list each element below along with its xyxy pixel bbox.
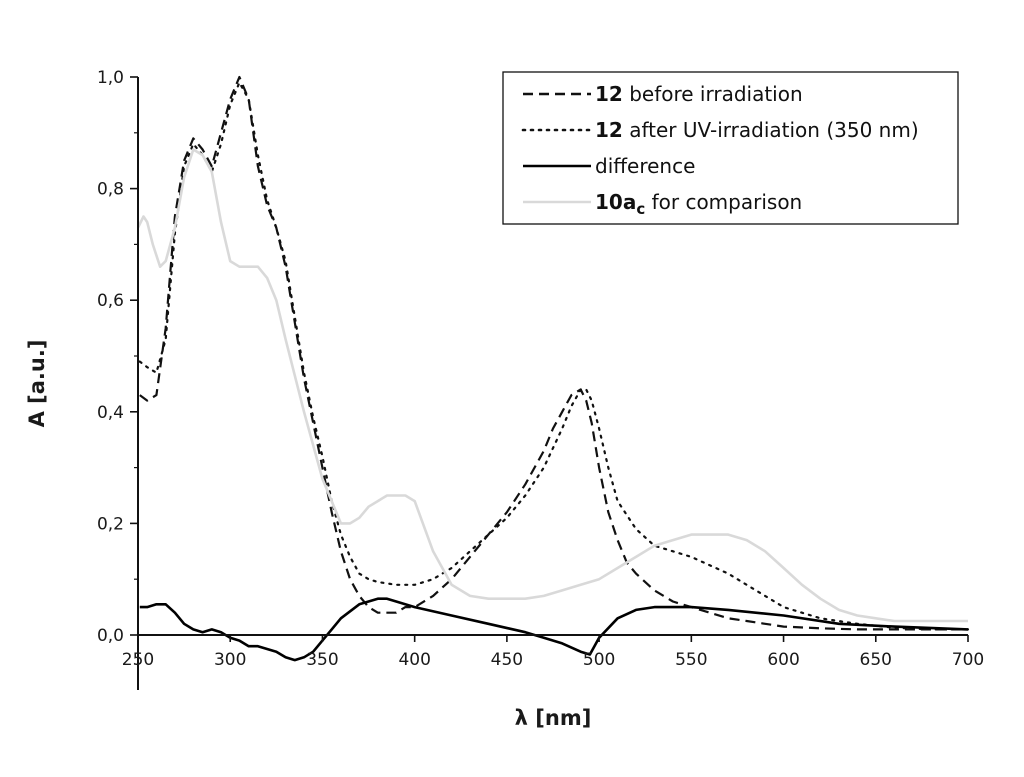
ticks: 250 300 350 400 450 500 550 600 650 700 0,0 0,2 0,4 0…: [97, 68, 984, 670]
series-line-3: [136, 148, 968, 623]
legend-compound-subscript: c: [636, 200, 645, 218]
x-tick-label: 600: [767, 650, 799, 670]
plot-lines: [136, 75, 970, 662]
x-tick-label: 700: [952, 650, 984, 670]
y-tick-label: 0,4: [97, 403, 124, 423]
y-tick-label: 0,6: [97, 291, 124, 311]
legend-label-3: 10ac for comparison: [595, 190, 802, 218]
legend-compound: 10a: [595, 190, 636, 214]
series-line-1: [138, 81, 970, 631]
x-tick-label: 300: [214, 650, 246, 670]
legend-compound: 12: [595, 118, 623, 142]
y-tick-label: 1,0: [97, 68, 124, 88]
x-tick-label: 450: [491, 650, 523, 670]
x-tick-label: 550: [675, 650, 707, 670]
legend-name: before irradiation: [623, 82, 803, 106]
y-axis-title: A [a.u.]: [25, 340, 49, 428]
legend-label-0: 12 before irradiation: [595, 82, 803, 106]
axes: [137, 77, 968, 690]
y-tick-label: 0,0: [97, 626, 124, 646]
x-tick-label: 350: [306, 650, 338, 670]
x-tick-label: 650: [860, 650, 892, 670]
y-tick-label: 0,8: [97, 180, 124, 200]
legend-name: after UV-irradiation (350 nm): [623, 118, 919, 142]
series-line-2: [139, 597, 969, 662]
legend-label-1: 12 after UV-irradiation (350 nm): [595, 118, 919, 142]
x-axis-title: λ [nm]: [515, 706, 592, 730]
y-tick-label: 0,2: [97, 514, 124, 534]
legend-compound: 12: [595, 82, 623, 106]
legend-box: [502, 71, 959, 225]
legend-name: for comparison: [645, 190, 802, 214]
x-tick-label: 400: [398, 650, 430, 670]
x-tick-label: 500: [583, 650, 615, 670]
x-tick-label: 250: [122, 650, 154, 670]
legend-label-2: difference: [595, 154, 695, 178]
